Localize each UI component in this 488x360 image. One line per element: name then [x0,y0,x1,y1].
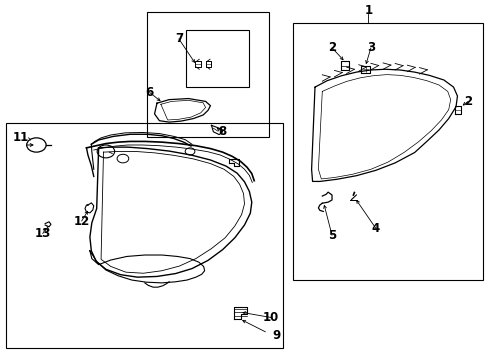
Bar [186,30,249,87]
Text: 5: 5 [327,229,335,242]
Text: 1: 1 [364,4,372,17]
Text: 7: 7 [174,32,183,45]
Text: 6: 6 [145,86,154,99]
Text: 11: 11 [13,131,29,144]
Text: 3: 3 [366,41,374,54]
Text: 2: 2 [327,41,335,54]
Text: 10: 10 [263,311,279,324]
Text: 2: 2 [463,95,471,108]
Text: 9: 9 [271,329,280,342]
Bar [147,12,268,137]
Text: 8: 8 [218,125,226,138]
Bar [292,23,482,280]
Text: 4: 4 [371,222,379,235]
Text: 13: 13 [35,227,51,240]
Bar [6,123,283,348]
Text: 12: 12 [73,215,90,228]
